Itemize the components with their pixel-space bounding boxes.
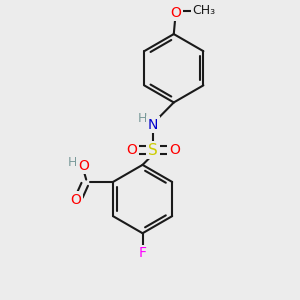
Text: O: O: [169, 143, 180, 157]
Text: N: N: [148, 118, 158, 132]
Text: S: S: [148, 142, 158, 158]
Text: O: O: [126, 143, 137, 157]
Text: O: O: [171, 6, 182, 20]
Text: H: H: [68, 156, 77, 169]
Text: F: F: [139, 246, 147, 260]
Text: CH₃: CH₃: [193, 4, 216, 17]
Text: O: O: [78, 159, 89, 172]
Text: O: O: [70, 193, 81, 207]
Text: H: H: [138, 112, 147, 125]
